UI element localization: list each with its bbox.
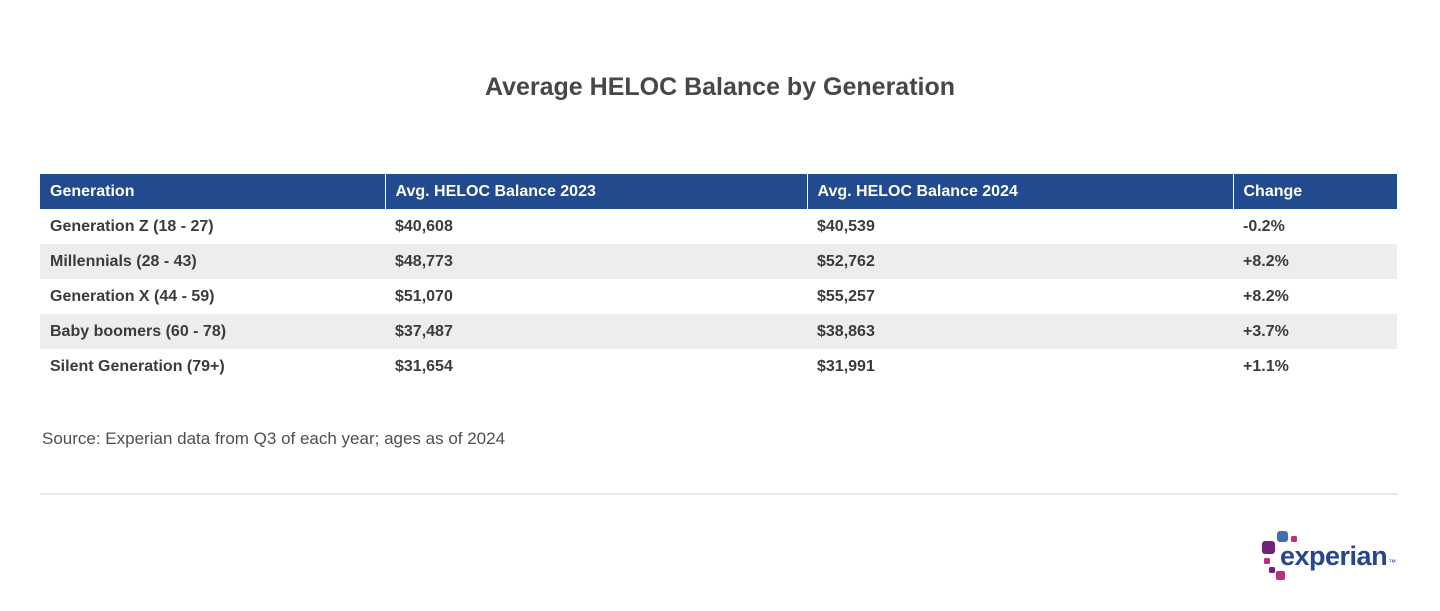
cell-change: +3.7% [1243,322,1289,340]
cell-change: +8.2% [1243,252,1289,270]
logo-square-blue-icon [1277,531,1288,542]
cell-balance-2023: $51,070 [395,287,453,305]
column-header-balance-2024: Avg. HELOC Balance 2024 [807,174,1234,209]
heloc-table-container: Generation Avg. HELOC Balance 2023 Avg. … [40,174,1397,384]
cell-balance-2023: $40,608 [395,217,453,235]
cell-generation: Generation Z (18 - 27) [50,217,214,235]
cell-generation: Millennials (28 - 43) [50,252,197,270]
cell-balance-2024: $40,539 [817,217,875,235]
cell-generation: Baby boomers (60 - 78) [50,322,227,340]
trademark-symbol: ™ [1388,558,1397,567]
cell-balance-2023: $37,487 [395,322,453,340]
experian-wordmark: experian ™ [1280,541,1396,571]
logo-square-magenta-icon [1264,558,1270,564]
table-row: Generation Z (18 - 27) $40,608 $40,539 -… [40,209,1397,244]
heloc-table: Generation Avg. HELOC Balance 2023 Avg. … [40,174,1397,384]
column-header-change: Change [1233,174,1397,209]
table-body: Generation Z (18 - 27) $40,608 $40,539 -… [40,209,1397,384]
logo-square-magenta-icon [1291,536,1297,542]
table-header: Generation Avg. HELOC Balance 2023 Avg. … [40,174,1397,209]
cell-balance-2024: $55,257 [817,287,875,305]
source-note: Source: Experian data from Q3 of each ye… [42,429,506,448]
table-header-row: Generation Avg. HELOC Balance 2023 Avg. … [40,174,1397,209]
table-row: Millennials (28 - 43) $48,773 $52,762 +8… [40,244,1397,279]
logo-square-purple-icon [1262,541,1275,554]
cell-generation: Generation X (44 - 59) [50,287,215,305]
cell-change: +1.1% [1243,357,1289,375]
cell-balance-2024: $38,863 [817,322,875,340]
experian-logo: experian ™ [1258,526,1403,586]
cell-change: +8.2% [1243,287,1289,305]
page-title: Average HELOC Balance by Generation [484,73,956,101]
cell-balance-2024: $31,991 [817,357,875,375]
table-row: Silent Generation (79+) $31,654 $31,991 … [40,349,1397,384]
cell-change: -0.2% [1243,217,1285,235]
cell-balance-2023: $48,773 [395,252,453,270]
table-row: Generation X (44 - 59) $51,070 $55,257 +… [40,279,1397,314]
cell-balance-2023: $31,654 [395,357,453,375]
experian-wordmark-text: experian [1280,541,1388,571]
logo-square-purple-icon [1269,567,1275,573]
column-header-balance-2023: Avg. HELOC Balance 2023 [385,174,808,209]
cell-generation: Silent Generation (79+) [50,357,225,375]
cell-balance-2024: $52,762 [817,252,875,270]
footer-divider [40,493,1398,495]
column-header-generation: Generation [40,174,386,209]
logo-square-magenta-icon [1276,571,1285,580]
table-row: Baby boomers (60 - 78) $37,487 $38,863 +… [40,314,1397,349]
